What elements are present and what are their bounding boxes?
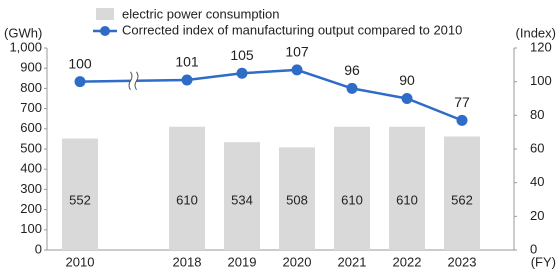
line-point xyxy=(236,67,248,79)
y-tick-label: 100 xyxy=(20,221,42,236)
y-tick-label: 0 xyxy=(35,241,42,256)
y2-tick-label: 20 xyxy=(530,208,544,223)
bar-value-label: 610 xyxy=(396,192,418,207)
axis-break-mark xyxy=(128,71,133,91)
bar xyxy=(169,126,205,250)
line-point xyxy=(456,114,468,126)
bar xyxy=(389,126,425,250)
axis-break-mark xyxy=(134,71,139,91)
line-value-label: 105 xyxy=(230,47,254,63)
bar-value-label: 610 xyxy=(341,192,363,207)
line-value-label: 96 xyxy=(344,62,360,78)
bar xyxy=(62,138,98,250)
line-point xyxy=(291,64,303,76)
line-value-label: 100 xyxy=(68,55,92,71)
x-tick-label: 2021 xyxy=(338,254,367,269)
y2-tick-label: 60 xyxy=(530,140,544,155)
x-axis-title: (FY) xyxy=(531,254,556,269)
legend-swatch xyxy=(96,8,114,20)
line-value-label: 90 xyxy=(399,72,415,88)
y-tick-label: 200 xyxy=(20,201,42,216)
bar-value-label: 552 xyxy=(69,192,91,207)
x-tick-label: 2022 xyxy=(393,254,422,269)
y-tick-label: 700 xyxy=(20,100,42,115)
x-tick-label: 2023 xyxy=(448,254,477,269)
y2-tick-label: 40 xyxy=(530,174,544,189)
bar xyxy=(334,126,370,250)
bar-value-label: 562 xyxy=(451,192,473,207)
line-value-label: 77 xyxy=(454,94,470,110)
legend-label: Corrected index of manufacturing output … xyxy=(122,22,462,37)
y-tick-label: 900 xyxy=(20,60,42,75)
legend-marker xyxy=(100,26,110,36)
line-point xyxy=(74,76,86,88)
y-tick-label: 800 xyxy=(20,80,42,95)
y2-tick-label: 80 xyxy=(530,107,544,122)
y2-tick-label: 100 xyxy=(530,73,552,88)
x-tick-label: 2020 xyxy=(283,254,312,269)
line-point xyxy=(181,74,193,86)
bar-value-label: 610 xyxy=(176,192,198,207)
y-tick-label: 400 xyxy=(20,161,42,176)
legend-label: electric power consumption xyxy=(122,6,280,21)
line-point xyxy=(346,82,358,94)
bar xyxy=(224,142,260,250)
y2-axis-title: (Index) xyxy=(516,25,556,40)
line-point xyxy=(401,93,413,104)
line-value-label: 101 xyxy=(175,54,199,70)
y2-tick-label: 0 xyxy=(530,241,537,256)
line-value-label: 107 xyxy=(285,44,309,60)
bar-value-label: 508 xyxy=(286,192,308,207)
bar xyxy=(444,136,480,250)
y-tick-label: 600 xyxy=(20,120,42,135)
y2-tick-label: 120 xyxy=(530,39,552,54)
y-tick-label: 300 xyxy=(20,181,42,196)
bar-value-label: 534 xyxy=(231,192,253,207)
y-tick-label: 1,000 xyxy=(9,39,42,54)
axis-break xyxy=(130,71,137,90)
x-tick-label: 2018 xyxy=(173,254,202,269)
x-tick-label: 2010 xyxy=(66,254,95,269)
y-tick-label: 500 xyxy=(20,140,42,155)
bar xyxy=(279,147,315,250)
x-tick-label: 2019 xyxy=(228,254,257,269)
y-axis-title: (GWh) xyxy=(4,25,42,40)
